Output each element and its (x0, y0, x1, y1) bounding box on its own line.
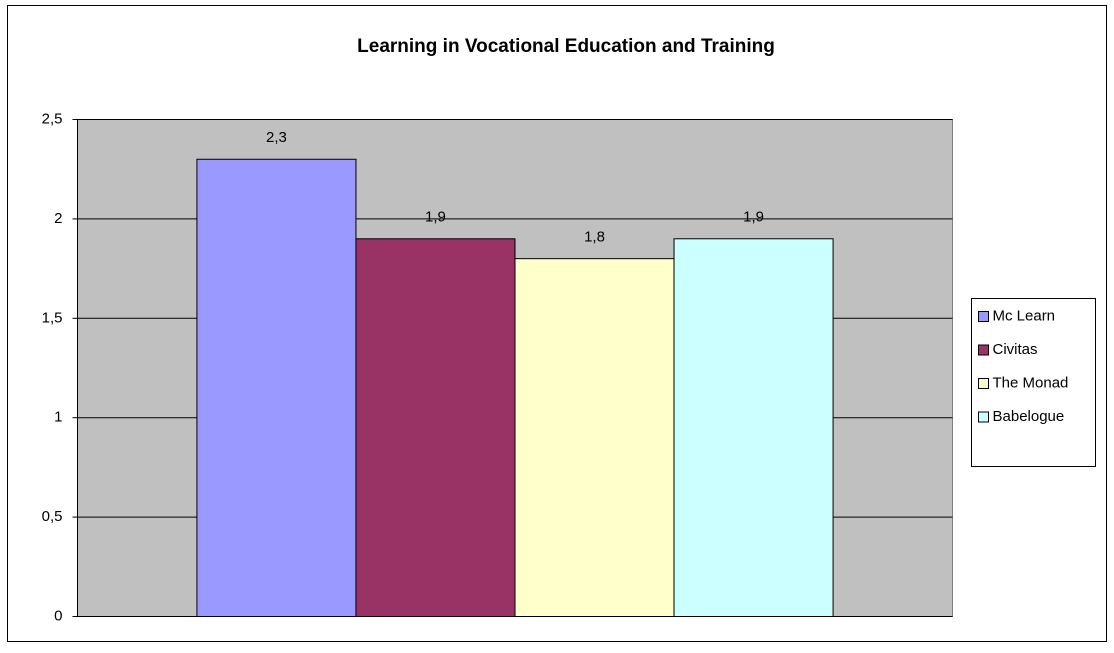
legend-box (971, 298, 1096, 467)
bar (514, 258, 675, 617)
legend-swatch (978, 344, 989, 356)
legend-label: Babelogue (993, 408, 1065, 425)
data-label: 1,9 (425, 209, 446, 226)
data-label: 1,9 (743, 209, 764, 226)
data-label: 1,8 (584, 229, 605, 246)
y-tick-label: 2,5 (42, 110, 63, 127)
y-tick-label: 2 (54, 210, 62, 227)
legend-label: The Monad (993, 374, 1069, 391)
legend-label: Mc Learn (993, 307, 1056, 324)
bar (196, 158, 357, 617)
legend-label: Civitas (993, 341, 1038, 358)
y-tick-label: 1 (54, 409, 62, 426)
legend-swatch (978, 378, 989, 389)
chart-title: Learning in Vocational Education and Tra… (357, 36, 775, 57)
bar (355, 238, 516, 617)
legend-swatch (978, 411, 989, 423)
bar (673, 238, 834, 617)
data-label: 2,3 (266, 129, 287, 146)
y-tick-label: 0,5 (42, 508, 63, 525)
y-tick-label: 1,5 (42, 309, 63, 326)
y-tick-label: 0 (54, 607, 62, 624)
legend-swatch (978, 311, 989, 322)
